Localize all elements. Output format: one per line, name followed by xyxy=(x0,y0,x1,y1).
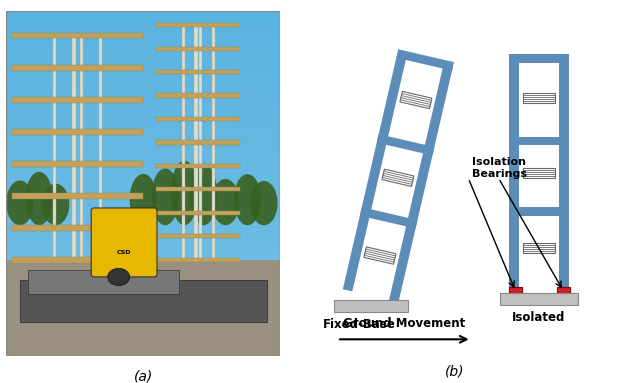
Bar xyxy=(6,264,280,276)
Bar xyxy=(212,25,215,260)
Bar xyxy=(156,93,240,98)
Ellipse shape xyxy=(212,171,239,225)
Ellipse shape xyxy=(234,180,261,225)
Bar xyxy=(12,97,143,103)
Text: (a): (a) xyxy=(134,370,153,383)
Bar xyxy=(12,257,143,263)
Bar xyxy=(6,310,280,322)
Bar xyxy=(6,322,280,333)
Bar xyxy=(6,69,280,80)
Ellipse shape xyxy=(42,177,69,225)
Bar xyxy=(6,253,280,264)
Bar xyxy=(156,187,240,192)
Ellipse shape xyxy=(171,179,198,225)
Bar xyxy=(6,126,280,138)
Bar xyxy=(523,93,555,103)
Bar xyxy=(6,80,280,92)
Bar xyxy=(6,57,280,69)
Ellipse shape xyxy=(151,160,179,225)
Bar xyxy=(6,287,280,299)
Bar xyxy=(500,293,578,305)
Bar xyxy=(182,25,185,260)
Bar xyxy=(6,230,280,241)
Bar xyxy=(28,270,179,294)
Bar xyxy=(6,115,280,126)
Ellipse shape xyxy=(26,180,53,225)
Polygon shape xyxy=(382,169,414,187)
Bar xyxy=(12,161,143,167)
Bar xyxy=(199,25,202,260)
Bar xyxy=(523,168,555,178)
Bar xyxy=(334,300,407,313)
Bar xyxy=(156,117,240,121)
Polygon shape xyxy=(360,207,417,229)
Bar xyxy=(72,36,75,260)
Bar xyxy=(6,333,280,345)
Bar xyxy=(6,241,280,253)
Bar xyxy=(6,46,280,57)
Bar xyxy=(557,287,569,295)
Polygon shape xyxy=(389,64,453,302)
Polygon shape xyxy=(377,134,434,155)
Bar xyxy=(6,138,280,149)
Polygon shape xyxy=(343,54,407,291)
Bar xyxy=(559,59,569,287)
Bar xyxy=(508,54,569,63)
Bar xyxy=(6,92,280,103)
Bar xyxy=(53,36,57,260)
Ellipse shape xyxy=(250,171,278,225)
Text: Ground Movement: Ground Movement xyxy=(343,317,465,330)
Polygon shape xyxy=(364,247,396,264)
Bar xyxy=(6,103,280,115)
Bar xyxy=(6,207,280,218)
Bar xyxy=(6,276,280,287)
Bar xyxy=(6,260,280,356)
Bar xyxy=(523,243,555,254)
Polygon shape xyxy=(400,92,432,109)
Bar xyxy=(156,257,240,262)
Ellipse shape xyxy=(6,162,34,225)
Text: Fixed-Base: Fixed-Base xyxy=(323,319,396,332)
Bar xyxy=(12,225,143,231)
Text: Isolation
Bearings: Isolation Bearings xyxy=(472,157,526,179)
Bar xyxy=(6,195,280,207)
Bar xyxy=(6,218,280,230)
Bar xyxy=(12,129,143,134)
Bar xyxy=(6,161,280,172)
Text: (b): (b) xyxy=(445,364,465,378)
Bar xyxy=(6,149,280,161)
Bar xyxy=(80,36,83,260)
Bar xyxy=(508,59,519,287)
Bar xyxy=(194,25,197,260)
Bar xyxy=(156,211,240,215)
Bar xyxy=(6,34,280,46)
Bar xyxy=(6,184,280,195)
Bar xyxy=(156,234,240,238)
Text: CSD: CSD xyxy=(117,250,131,255)
Bar xyxy=(156,23,240,28)
Bar xyxy=(6,172,280,184)
Text: Isolated: Isolated xyxy=(512,311,566,324)
Bar xyxy=(156,70,240,74)
Bar xyxy=(12,193,143,198)
Bar xyxy=(156,47,240,51)
Bar xyxy=(12,33,143,39)
Polygon shape xyxy=(396,49,454,70)
Bar xyxy=(99,36,102,260)
Bar xyxy=(508,208,569,216)
Bar xyxy=(6,11,280,23)
Bar xyxy=(20,280,267,322)
Bar xyxy=(509,287,521,295)
FancyBboxPatch shape xyxy=(91,208,157,277)
Bar xyxy=(6,345,280,356)
Bar xyxy=(156,140,240,145)
Bar xyxy=(156,164,240,168)
Bar xyxy=(6,299,280,310)
Ellipse shape xyxy=(190,178,217,225)
Ellipse shape xyxy=(130,179,157,225)
Bar xyxy=(6,23,280,34)
Ellipse shape xyxy=(108,268,130,286)
Bar xyxy=(508,137,569,146)
Bar xyxy=(12,65,143,70)
